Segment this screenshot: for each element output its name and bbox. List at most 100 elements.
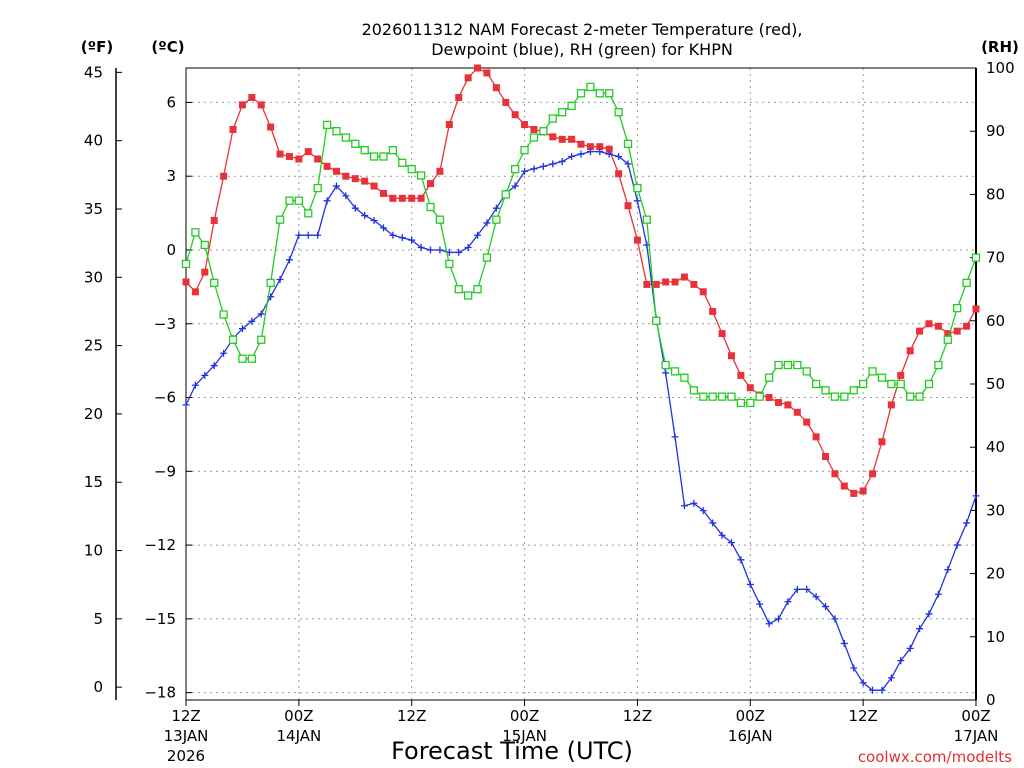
rh-tick-label: 40 xyxy=(986,438,1005,456)
rh-point xyxy=(304,209,313,218)
dewpoint-point xyxy=(859,679,867,687)
time-tick-date: 13JAN xyxy=(164,727,209,745)
temperature-point xyxy=(464,74,472,82)
temperature-point xyxy=(408,194,416,202)
rh-point xyxy=(576,89,586,98)
rh-point xyxy=(219,310,228,319)
rh-point xyxy=(793,360,802,370)
temperature-point xyxy=(314,155,322,163)
temperature-point xyxy=(530,125,538,133)
temperature-point xyxy=(220,172,228,180)
dewpoint-point xyxy=(408,236,416,244)
temperature-point xyxy=(746,384,754,392)
dewpoint-point xyxy=(474,231,482,239)
temperature-point xyxy=(285,153,293,161)
temperature-point xyxy=(887,401,895,409)
temperature-point xyxy=(295,155,303,163)
rh-point xyxy=(736,398,746,408)
rh-point xyxy=(247,354,256,363)
temperature-point xyxy=(944,330,952,338)
temperature-point xyxy=(248,94,256,102)
time-tick-date: 17JAN xyxy=(954,727,999,745)
fahrenheit-unit-label: (ºF) xyxy=(81,38,113,56)
temperature-point xyxy=(916,327,924,335)
celsius-tick-label: −18 xyxy=(144,684,176,702)
time-tick-date: 16JAN xyxy=(728,727,773,745)
temperature-point xyxy=(878,438,886,446)
dewpoint-point xyxy=(191,381,199,389)
rh-point xyxy=(633,183,642,193)
temperature-point xyxy=(690,280,698,288)
temperature-point xyxy=(276,150,284,158)
title-line-1: 2026011312 NAM Forecast 2-meter Temperat… xyxy=(362,20,803,39)
dewpoint-point xyxy=(605,150,613,158)
temperature-point xyxy=(953,327,961,335)
rh-point xyxy=(943,335,952,344)
fahrenheit-tick-label: 20 xyxy=(84,405,103,423)
dewpoint-point xyxy=(323,197,331,205)
rh-point xyxy=(313,183,322,193)
dewpoint-point xyxy=(417,244,425,252)
rh-point xyxy=(746,398,755,408)
temperature-point xyxy=(257,101,265,109)
rh-point xyxy=(896,379,905,389)
temperature-point xyxy=(549,133,557,141)
fahrenheit-tick-label: 5 xyxy=(93,610,103,628)
dewpoint-point xyxy=(615,153,623,161)
time-tick-date: 15JAN xyxy=(502,727,547,745)
dewpoint-point xyxy=(210,362,218,370)
time-tick-hour: 00Z xyxy=(510,707,539,725)
fahrenheit-tick-label: 0 xyxy=(93,678,103,696)
rh-point xyxy=(586,82,595,92)
temperature-point xyxy=(389,194,397,202)
time-tick-hour: 12Z xyxy=(397,707,426,725)
rh-point xyxy=(670,367,680,376)
dewpoint-point xyxy=(577,150,585,158)
celsius-unit-label: (ºC) xyxy=(151,38,184,56)
temperature-point xyxy=(643,280,651,288)
dewpoint-point xyxy=(897,657,905,665)
dewpoint-point xyxy=(680,502,688,510)
dewpoint-point xyxy=(436,246,444,254)
temperature-point xyxy=(586,143,594,151)
rh-point xyxy=(388,146,398,155)
rh-point xyxy=(266,278,275,288)
temperature-point xyxy=(765,394,773,402)
plot-frame xyxy=(185,67,977,701)
dewpoint-point xyxy=(887,674,895,682)
temperature-point xyxy=(398,194,406,202)
temperature-point xyxy=(436,167,444,175)
rh-point xyxy=(821,386,830,395)
rh-point xyxy=(426,202,435,212)
rh-tick-label: 80 xyxy=(986,185,1005,203)
rh-point xyxy=(379,152,388,161)
rh-tick-label: 20 xyxy=(986,565,1005,583)
rh-point xyxy=(285,196,294,205)
dewpoint-point xyxy=(351,204,359,212)
rh-point xyxy=(463,291,473,300)
dewpoint-point xyxy=(182,401,190,409)
rh-point xyxy=(407,164,416,174)
temperature-point xyxy=(775,398,782,406)
rh-line xyxy=(185,86,977,404)
rh-point xyxy=(689,386,699,395)
rh-tick-label: 50 xyxy=(986,375,1005,393)
dewpoint-point xyxy=(784,598,792,606)
temperature-point xyxy=(662,278,670,286)
temperature-point xyxy=(850,489,858,497)
rh-point xyxy=(727,392,736,401)
rh-tick-label: 90 xyxy=(986,122,1005,140)
temperature-point xyxy=(332,167,340,175)
dewpoint-point xyxy=(201,371,209,379)
dewpoint-point xyxy=(530,165,538,173)
temperature-point xyxy=(182,278,190,286)
rh-point xyxy=(322,120,332,130)
dewpoint-point xyxy=(511,182,519,190)
fahrenheit-tick-label: 30 xyxy=(84,268,103,286)
dewpoint-point xyxy=(257,310,265,318)
rh-point xyxy=(238,354,247,363)
rh-point xyxy=(764,373,774,382)
rh-tick-label: 0 xyxy=(986,691,996,709)
dewpoint-point xyxy=(596,148,604,156)
